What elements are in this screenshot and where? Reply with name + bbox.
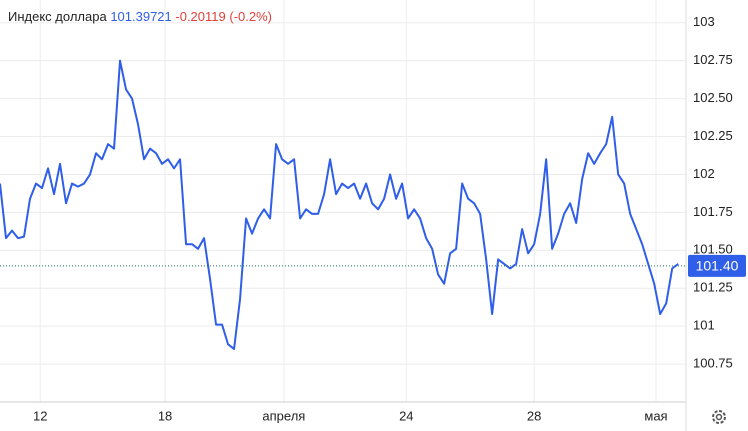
x-tick-label: мая	[644, 408, 667, 423]
y-tick-label: 102.25	[693, 128, 733, 143]
x-tick-label: 12	[33, 408, 47, 423]
current-price-label: 101.40	[696, 258, 739, 274]
current-price-box	[688, 254, 746, 277]
y-tick-label: 101.25	[693, 280, 733, 295]
line	[0, 59, 679, 350]
y-tick-label: 103	[693, 14, 715, 29]
y-tick-label: 102	[693, 166, 715, 181]
change-pct: (-0.2%)	[229, 9, 272, 24]
chart-header: Индекс доллара 101.39721 -0.20119 (-0.2%…	[8, 9, 272, 24]
current-value: 101.39721	[110, 9, 171, 24]
y-tick-label: 102.75	[693, 52, 733, 67]
settings-icon[interactable]	[712, 410, 726, 424]
x-tick-label: 28	[527, 408, 541, 423]
y-tick-label: 101.50	[693, 242, 733, 257]
y-tick-label: 101.75	[693, 204, 733, 219]
gear	[712, 410, 726, 424]
y-tick-label: 102.50	[693, 90, 733, 105]
x-tick-label: апреля	[262, 408, 305, 423]
y-tick-label: 101	[693, 318, 715, 333]
gear-hole	[715, 413, 723, 421]
grid	[0, 0, 686, 402]
x-tick-label: 18	[158, 408, 172, 423]
x-tick-label: 24	[399, 408, 413, 423]
chart-title: Индекс доллара	[8, 9, 107, 24]
y-tick-label: 100.75	[693, 356, 733, 371]
change: -0.20119	[175, 9, 225, 24]
